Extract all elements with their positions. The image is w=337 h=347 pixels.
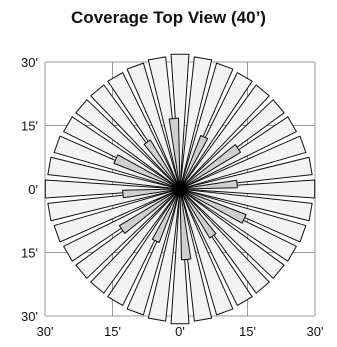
y-tick-label: 30' xyxy=(21,309,38,324)
x-tick-label: 15' xyxy=(104,324,121,339)
y-tick-label: 0' xyxy=(28,182,38,197)
x-tick-label: 0' xyxy=(175,324,185,339)
x-tick-label: 15' xyxy=(239,324,256,339)
outer-beam-group xyxy=(44,53,316,325)
chart-title: Coverage Top View (40’) xyxy=(71,8,266,27)
y-tick-label: 15' xyxy=(21,119,38,134)
x-tick-labels: 30' 15' 0' 15' 30' xyxy=(37,324,324,339)
x-tick-label: 30' xyxy=(307,324,324,339)
y-tick-label: 30' xyxy=(21,55,38,70)
y-tick-label: 15' xyxy=(21,246,38,261)
y-tick-labels: 30' 15' 0' 15' 30' xyxy=(21,55,38,324)
center-point xyxy=(172,181,188,197)
x-tick-label: 30' xyxy=(37,324,54,339)
inner-beam-group xyxy=(113,117,247,261)
